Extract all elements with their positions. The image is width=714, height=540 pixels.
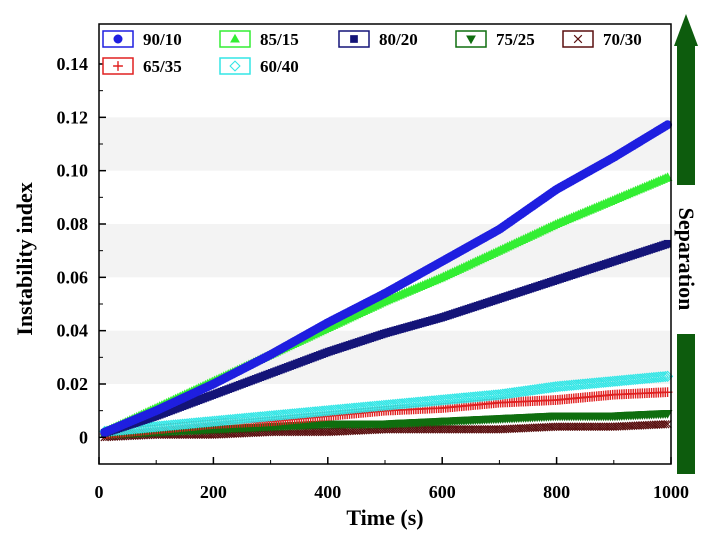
- y-tick-label: 0.12: [57, 107, 89, 127]
- y-tick-label: 0.08: [57, 214, 89, 234]
- legend-item-90-10: 90/10: [102, 30, 182, 49]
- separation-label: Separation: [674, 208, 699, 311]
- axes: 0 200 400 600 800 1000 0 0.02 0.04 0.06 0.08 0.10 0.…: [57, 54, 690, 502]
- data-point: [663, 120, 673, 130]
- legend-item-70-30: 70/30: [562, 30, 642, 49]
- y-tick-label: 0.10: [57, 161, 89, 181]
- data-point: [466, 35, 476, 45]
- grid-bands: [99, 117, 671, 384]
- y-axis-title: Instability index: [12, 182, 37, 335]
- data-point: [662, 172, 673, 181]
- series-65-35: [99, 387, 673, 440]
- legend-label: 65/35: [143, 57, 182, 76]
- legend-swatch: [219, 57, 251, 75]
- data-point: [113, 61, 123, 71]
- legend-item-85-15: 85/15: [219, 30, 299, 49]
- legend-item-80-20: 80/20: [338, 30, 418, 49]
- x-axis-title: Time (s): [346, 505, 423, 530]
- data-point: [350, 35, 358, 43]
- series-75-25: [99, 409, 673, 440]
- data-point: [657, 371, 669, 383]
- arrow-shaft-lower: [677, 334, 695, 474]
- data-point: [659, 370, 671, 383]
- y-tick-label: 0.02: [57, 374, 89, 394]
- arrow-head: [674, 14, 698, 46]
- series-60-40: [99, 370, 674, 438]
- data-point: [113, 34, 123, 44]
- x-tick-label: 600: [429, 482, 456, 502]
- legend-label: 70/30: [603, 30, 642, 49]
- data-point: [229, 60, 241, 72]
- legend-label: 90/10: [143, 30, 182, 49]
- grid-band: [99, 117, 671, 171]
- data-point: [661, 419, 670, 429]
- data-point: [662, 409, 673, 419]
- legend-label: 75/25: [496, 30, 535, 49]
- legend-item-65-35: 65/35: [102, 57, 182, 76]
- x-tick-label: 200: [200, 482, 227, 502]
- separation-arrow: [674, 14, 698, 474]
- data-point: [573, 34, 583, 44]
- y-tick-label: 0: [79, 427, 88, 447]
- data-point: [663, 239, 672, 248]
- legend-label: 60/40: [260, 57, 299, 76]
- legend: 90/10 85/15 80/20 75/25 70/30 65/35 60/40: [102, 30, 642, 76]
- series-90-10: [100, 120, 673, 437]
- y-tick-label: 0.04: [57, 321, 89, 341]
- legend-label: 85/15: [260, 30, 299, 49]
- series-layer: [99, 120, 674, 442]
- grid-band: [99, 224, 671, 278]
- x-tick-label: 0: [95, 482, 104, 502]
- y-tick-label: 0.06: [57, 267, 89, 287]
- x-tick-label: 400: [314, 482, 341, 502]
- x-tick-label: 1000: [653, 482, 689, 502]
- x-tick-label: 800: [543, 482, 570, 502]
- legend-label: 80/20: [379, 30, 418, 49]
- data-point: [663, 419, 672, 429]
- grid-band: [99, 330, 671, 384]
- y-tick-label: 0.14: [57, 54, 89, 74]
- arrow-shaft-upper: [677, 45, 695, 185]
- data-point: [230, 33, 240, 43]
- legend-item-60-40: 60/40: [219, 57, 299, 76]
- legend-item-75-25: 75/25: [455, 30, 535, 49]
